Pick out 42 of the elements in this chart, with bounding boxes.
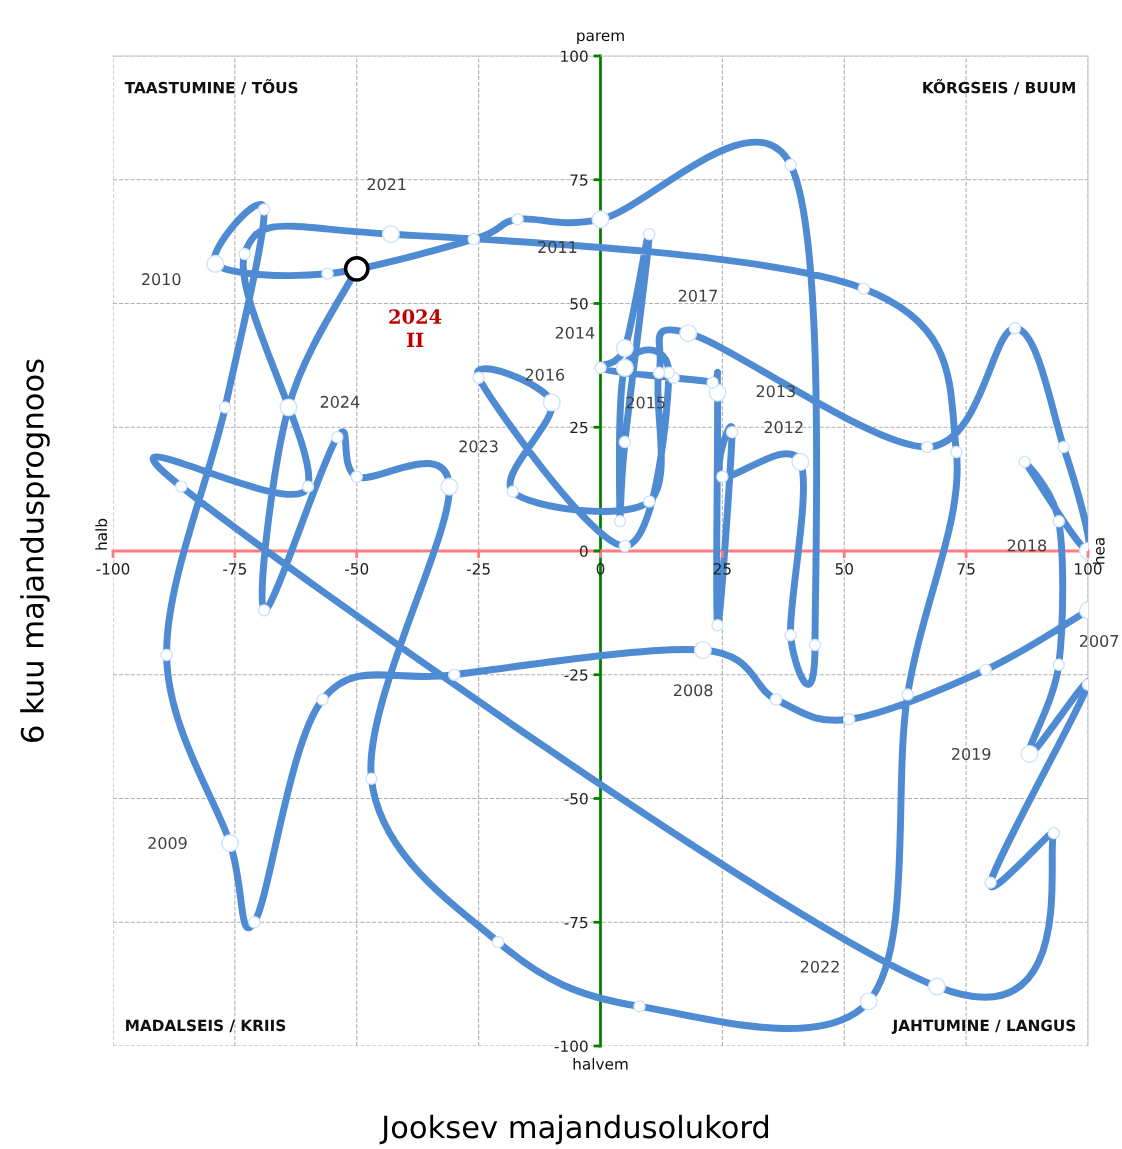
annotation: 2022	[800, 960, 839, 973]
annotation: 2007	[1079, 634, 1119, 647]
annotation: 2021	[367, 178, 406, 191]
x-tick-label: -75	[223, 563, 247, 575]
y-tick-label: -25	[564, 669, 588, 681]
annotation: 2013	[756, 385, 795, 398]
annotation: 2019	[952, 747, 991, 760]
y-tick-label: -100	[554, 1040, 588, 1053]
x-tick-label: -50	[345, 563, 369, 575]
annotation: 2023	[459, 440, 498, 453]
annotation: 2024	[320, 395, 360, 408]
y-tick-label: 50	[570, 297, 588, 310]
y-axis-title: 6 kuu majandusprognoos	[20, 359, 50, 742]
annotation: 2017	[678, 289, 717, 302]
x-tick-label: 75	[957, 563, 975, 575]
x-tick-label: 100	[1075, 563, 1102, 575]
annotation: 2010	[142, 273, 181, 286]
y-tick-label: 100	[561, 50, 588, 63]
text: hea	[1092, 538, 1105, 564]
annotation: JAHTUMINE / LANGUS	[891, 1019, 1076, 1034]
y-tick-label: 25	[570, 421, 588, 434]
annotation: 2018	[1007, 539, 1047, 552]
annotation: TAASTUMINE / TÕUS	[124, 78, 298, 95]
annotation: 2012	[764, 421, 803, 434]
y-tick-label: 75	[570, 174, 588, 186]
x-tick-label: 50	[835, 563, 853, 575]
text: 2024 II	[389, 309, 442, 347]
y-tick-label: -50	[564, 792, 588, 805]
text: parem	[577, 32, 624, 45]
x-tick-label: -100	[96, 563, 130, 575]
text: halvem	[573, 1057, 628, 1070]
annotation: 2009	[148, 836, 187, 850]
annotation: 2016	[525, 368, 565, 381]
annotation: MADALSEIS / KRIIS	[126, 1019, 286, 1033]
y-tick-label: -75	[564, 916, 588, 929]
annotation: 2008	[674, 684, 713, 697]
x-tick-label: -25	[466, 563, 490, 575]
text: halb	[95, 518, 108, 550]
y-tick-label: 0	[579, 545, 588, 558]
annotation: 2014	[555, 326, 595, 339]
annotation: KÕRGSEIS / BUUM	[923, 78, 1075, 95]
x-axis-title: Jooksev majandusolukord	[379, 1114, 769, 1145]
